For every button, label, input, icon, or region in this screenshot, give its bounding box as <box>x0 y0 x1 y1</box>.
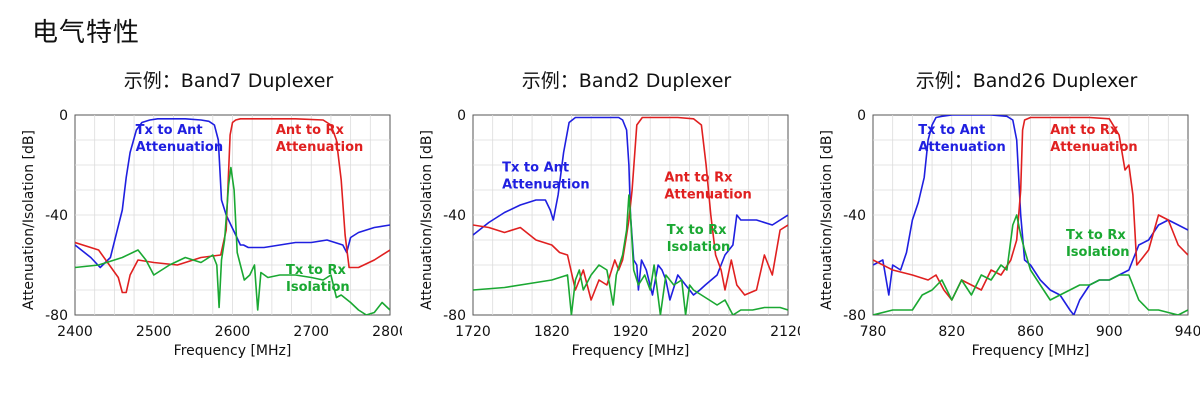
x-axis-label: Frequency [MHz] <box>972 343 1090 359</box>
series-line-tx-to-rx-isolation <box>873 214 1188 315</box>
y-axis-label: Attenuation/Isolation [dB] <box>819 130 835 310</box>
x-tick-label: 900 <box>1096 324 1123 340</box>
x-axis-label: Frequency [MHz] <box>572 343 690 359</box>
y-tick-label: -40 <box>45 208 68 224</box>
series-line-ant-to-rx-attenuation <box>75 117 390 294</box>
y-tick-label: 0 <box>59 108 68 124</box>
grid-lines <box>75 115 390 315</box>
x-tick-label: 2400 <box>57 324 93 340</box>
chart-title: 示例：Band2 Duplexer <box>522 70 732 92</box>
y-tick-label: -40 <box>443 208 466 224</box>
series-line-tx-to-ant-attenuation <box>873 115 1188 315</box>
y-tick-label: -80 <box>443 308 466 324</box>
x-tick-label: 2600 <box>215 324 251 340</box>
series-line-tx-to-ant-attenuation <box>75 117 390 269</box>
x-tick-label: 1920 <box>613 324 649 340</box>
series-line-ant-to-rx-attenuation <box>873 116 1188 301</box>
series-line-tx-to-ant-attenuation <box>473 116 788 301</box>
chart-title: 示例：Band26 Duplexer <box>916 70 1138 92</box>
x-tick-label: 2500 <box>136 324 172 340</box>
x-tick-label: 2020 <box>691 324 727 340</box>
annotation-tx-to-rx-isolation: Tx to Rx Isolation <box>1066 228 1130 260</box>
x-tick-label: 940 <box>1175 324 1200 340</box>
annotation-tx-to-ant-attenuation: Tx to Ant Attenuation <box>136 123 223 155</box>
x-tick-label: 1720 <box>455 324 491 340</box>
y-tick-label: -80 <box>45 308 68 324</box>
annotation-ant-to-rx-attenuation: Ant to Rx Attenuation <box>664 171 751 203</box>
y-tick-label: -80 <box>843 308 866 324</box>
x-tick-label: 820 <box>938 324 965 340</box>
series-line-tx-to-rx-isolation <box>473 194 788 315</box>
x-tick-label: 780 <box>860 324 887 340</box>
annotation-tx-to-ant-attenuation: Tx to Ant Attenuation <box>502 161 589 193</box>
x-tick-label: 1820 <box>534 324 570 340</box>
series-line-tx-to-rx-isolation <box>75 166 390 315</box>
x-tick-label: 860 <box>1017 324 1044 340</box>
series-line-ant-to-rx-attenuation <box>473 116 788 301</box>
annotation-ant-to-rx-attenuation: Ant to Rx Attenuation <box>1050 123 1137 155</box>
annotation-ant-to-rx-attenuation: Ant to Rx Attenuation <box>276 123 363 155</box>
annotation-tx-to-ant-attenuation: Tx to Ant Attenuation <box>918 123 1005 155</box>
y-tick-label: 0 <box>857 108 866 124</box>
x-tick-label: 2700 <box>293 324 329 340</box>
chart-svg: 示例：Band26 Duplexer 780 820 860 900 940 0 -40 -80… <box>819 70 1200 359</box>
y-axis-label: Attenuation/Isolation [dB] <box>419 130 435 310</box>
x-axis-label: Frequency [MHz] <box>174 343 292 359</box>
y-axis-label: Attenuation/Isolation [dB] <box>21 130 37 310</box>
y-tick-label: 0 <box>457 108 466 124</box>
chart-title: 示例：Band7 Duplexer <box>124 70 334 92</box>
y-tick-label: -40 <box>843 208 866 224</box>
annotation-tx-to-rx-isolation: Tx to Rx Isolation <box>286 263 350 295</box>
chart-panel-band26: 示例：Band26 Duplexer 780 820 860 900 940 0 -40 -80… <box>800 60 1200 380</box>
annotation-tx-to-rx-isolation: Tx to Rx Isolation <box>667 223 731 255</box>
page-title: 电气特性 <box>32 18 141 48</box>
